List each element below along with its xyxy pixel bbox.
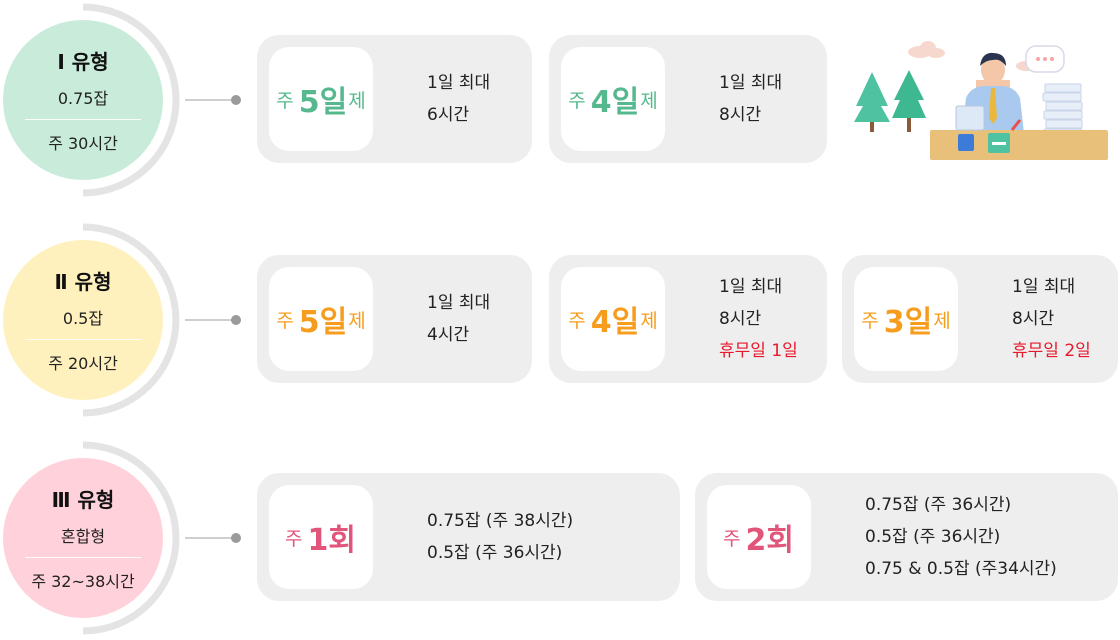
schedule-card: 주 3일 제 1일 최대 8시간 휴무일 2일: [842, 255, 1118, 383]
card-description: 0.75잡 (주 36시간) 0.5잡 (주 36시간) 0.75 & 0.5잡…: [865, 473, 1057, 601]
connector-dot: [231, 315, 241, 325]
schedule-pill: 주 4일 제: [561, 47, 665, 151]
connector-line: [185, 537, 235, 539]
card-description: 1일 최대 8시간 휴무일 1일: [719, 255, 798, 383]
type-3-hours: 주 32~38시간: [25, 557, 141, 592]
desc-line: 0.75 & 0.5잡 (주34시간): [865, 559, 1057, 579]
card-description: 1일 최대 4시간: [427, 255, 490, 383]
pill-prefix: 주: [285, 527, 303, 550]
card-description: 1일 최대 8시간: [719, 35, 782, 163]
desc-line: 1일 최대: [1012, 277, 1076, 297]
desc-line: 0.5잡 (주 36시간): [865, 527, 1001, 547]
card-description: 1일 최대 8시간 휴무일 2일: [1012, 255, 1091, 383]
pill-number: 4일: [590, 85, 640, 120]
pill-number: 5일: [298, 85, 348, 120]
schedule-card: 주 5일 제 1일 최대 6시간: [257, 35, 532, 163]
type-1-circle: Ⅰ 유형 0.75잡 주 30시간: [3, 20, 163, 180]
desc-line: 0.75잡 (주 38시간): [427, 511, 574, 531]
desc-line: 4시간: [427, 325, 470, 345]
holiday-label: 휴무일 2일: [1012, 341, 1091, 361]
schedule-pill: 주 2회: [707, 485, 811, 589]
connector-dot: [231, 95, 241, 105]
office-worker-illustration-icon: [854, 41, 1108, 160]
desc-line: 6시간: [427, 105, 470, 125]
card-description: 1일 최대 6시간: [427, 35, 490, 163]
schedule-card: 주 5일 제 1일 최대 4시간: [257, 255, 532, 383]
connector-line: [185, 319, 235, 321]
ring-arc-icon: [82, 441, 180, 635]
ring-arc-icon: [82, 223, 180, 417]
schedule-card: 주 1회 0.75잡 (주 38시간) 0.5잡 (주 36시간): [257, 473, 680, 601]
schedule-pill: 주 3일 제: [854, 267, 958, 371]
desc-line: 8시간: [719, 105, 762, 125]
pill-number: 5일: [298, 305, 348, 340]
type-3-job: 혼합형: [60, 527, 106, 546]
pill-prefix: 주: [568, 309, 586, 332]
schedule-card: 주 4일 제 1일 최대 8시간 휴무일 1일: [549, 255, 827, 383]
pill-prefix: 주: [276, 89, 294, 112]
card-description: 0.75잡 (주 38시간) 0.5잡 (주 36시간): [427, 473, 573, 601]
ring-arc-icon: [82, 3, 180, 197]
connector-dot: [231, 533, 241, 543]
connector-line: [185, 99, 235, 101]
row-type-1: Ⅰ 유형 0.75잡 주 30시간 주 5일 제 1일 최대 6시간 주 4일 …: [0, 0, 1120, 200]
schedule-pill: 주 5일 제: [269, 47, 373, 151]
pill-suffix: 제: [640, 89, 658, 112]
type-1-job: 0.75잡: [57, 89, 109, 108]
type-2-title: Ⅱ 유형: [54, 270, 112, 294]
holiday-label: 휴무일 1일: [719, 341, 798, 361]
desc-line: 0.5잡 (주 36시간): [427, 543, 563, 563]
pill-suffix: 제: [348, 309, 366, 332]
type-3-title: Ⅲ 유형: [51, 488, 115, 512]
schedule-pill: 주 4일 제: [561, 267, 665, 371]
pill-prefix: 주: [723, 527, 741, 550]
pill-suffix: 제: [348, 89, 366, 112]
desc-line: 1일 최대: [427, 293, 491, 313]
pill-prefix: 주: [568, 89, 586, 112]
desc-line: 1일 최대: [719, 73, 783, 93]
schedule-pill: 주 1회: [269, 485, 373, 589]
desc-line: 0.75잡 (주 36시간): [865, 495, 1012, 515]
type-2-circle: Ⅱ 유형 0.5잡 주 20시간: [3, 240, 163, 400]
pill-prefix: 주: [861, 309, 879, 332]
pill-suffix: 제: [640, 309, 658, 332]
type-1-hours: 주 30시간: [25, 119, 141, 154]
desc-line: 8시간: [1012, 309, 1055, 329]
pill-number: 3일: [883, 305, 933, 340]
type-3-circle: Ⅲ 유형 혼합형 주 32~38시간: [3, 458, 163, 618]
schedule-pill: 주 5일 제: [269, 267, 373, 371]
type-2-hours: 주 20시간: [25, 339, 141, 374]
row-type-2: Ⅱ 유형 0.5잡 주 20시간 주 5일 제 1일 최대 4시간 주 4일 제…: [0, 220, 1120, 420]
type-1-title: Ⅰ 유형: [57, 50, 109, 74]
pill-number: 4일: [590, 305, 640, 340]
schedule-card: 주 4일 제 1일 최대 8시간: [549, 35, 827, 163]
desc-line: 8시간: [719, 309, 762, 329]
desc-line: 1일 최대: [427, 73, 491, 93]
pill-number: 2회: [745, 523, 794, 558]
pill-suffix: 제: [933, 309, 951, 332]
schedule-card: 주 2회 0.75잡 (주 36시간) 0.5잡 (주 36시간) 0.75 &…: [695, 473, 1118, 601]
desc-line: 1일 최대: [719, 277, 783, 297]
pill-number: 1회: [307, 523, 356, 558]
type-2-job: 0.5잡: [62, 309, 104, 328]
pill-prefix: 주: [276, 309, 294, 332]
row-type-3: Ⅲ 유형 혼합형 주 32~38시간 주 1회 0.75잡 (주 38시간) 0…: [0, 438, 1120, 638]
